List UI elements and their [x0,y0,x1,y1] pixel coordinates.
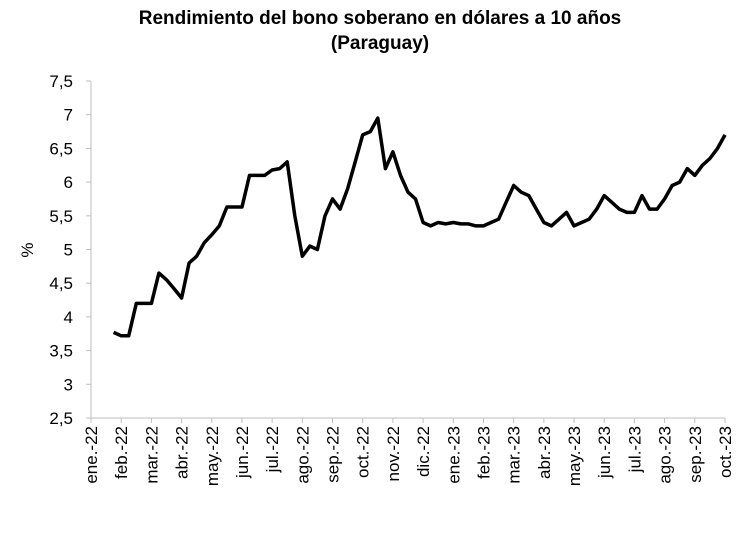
y-axis-label: % [18,242,37,257]
chart-title: Rendimiento del bono soberano en dólares… [139,8,622,29]
y-tick-label: 2,5 [49,409,73,428]
y-tick-label: 7 [64,106,73,125]
x-tick-label: jun.-23 [595,426,614,479]
y-tick-label: 4,5 [49,274,73,293]
y-tick-label: 7,5 [49,72,73,91]
x-tick-label: oct.-22 [354,426,373,478]
y-tick-label: 3 [64,375,73,394]
x-tick-label: mar.-22 [142,426,161,484]
x-tick-label: sep.-23 [686,426,705,483]
x-tick-label: dic.-22 [414,426,433,477]
x-tick-label: nov.-22 [384,426,403,481]
y-tick-label: 4 [64,308,73,327]
y-tick-label: 6,5 [49,139,73,158]
x-tick-label: sep.-22 [324,426,343,483]
x-tick-label: ene.-23 [444,426,463,484]
y-tick-label: 3,5 [49,342,73,361]
x-tick-label: ago.-22 [293,426,312,484]
x-tick-label: jul.-23 [625,426,644,473]
x-tick-label: oct.-23 [716,426,735,478]
x-tick-label: jun.-22 [233,426,252,479]
x-tick-label: feb.-22 [112,426,131,479]
chart-subtitle: (Paraguay) [331,33,429,54]
x-tick-label: mar.-23 [505,426,524,484]
x-tick-label: jul.-22 [263,426,282,473]
x-tick-label: abr.-22 [173,426,192,479]
y-tick-label: 6 [64,173,73,192]
y-tick-label: 5,5 [49,207,73,226]
x-tick-label: ago.-23 [656,426,675,484]
x-tick-label: abr.-23 [535,426,554,479]
x-tick-label: feb.-23 [474,426,493,479]
x-tick-label: may.-23 [565,426,584,486]
x-tick-label: ene.-22 [82,426,101,484]
x-tick-label: may.-22 [203,426,222,486]
data-line [112,116,727,338]
y-tick-label: 5 [64,241,73,260]
